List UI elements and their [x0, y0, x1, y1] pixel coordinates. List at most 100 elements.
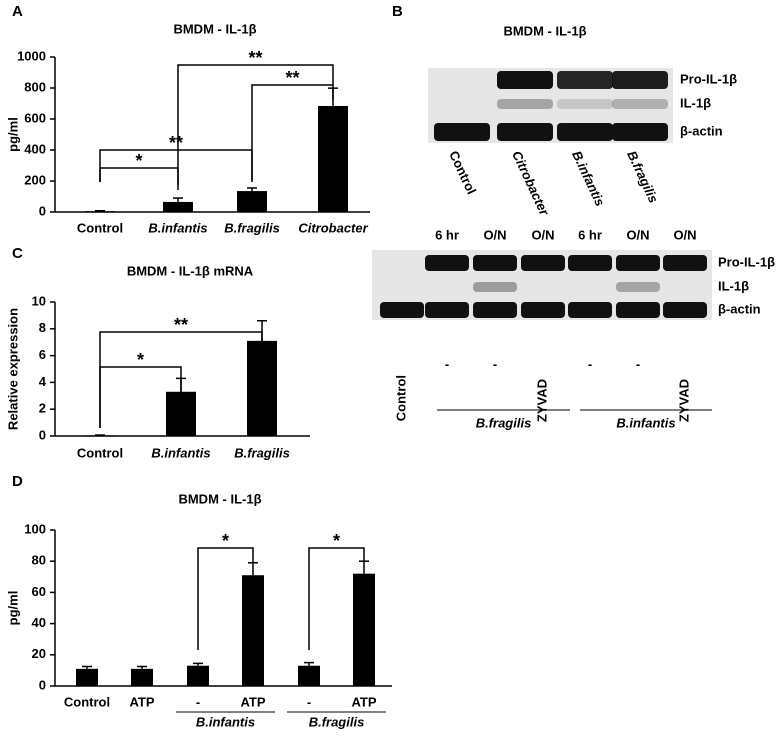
significance-bracket [251, 84, 334, 182]
blot-band [473, 282, 517, 292]
blot-band [663, 255, 707, 271]
treatment-label: - [636, 356, 640, 371]
blot-band [616, 255, 660, 271]
band-label: IL-1β [718, 278, 749, 293]
x-tick-label: Citrobacter [298, 220, 368, 235]
bar [163, 201, 193, 212]
x-tick-label: B.infantis [151, 445, 210, 460]
group-label: B.infantis [196, 714, 255, 729]
y-tick-label: 6 [39, 347, 46, 362]
x-tick-label: - [307, 694, 311, 709]
timepoint-label: O/N [673, 227, 696, 242]
bar [131, 668, 153, 686]
significance-bracket [308, 547, 365, 650]
blot-band [612, 99, 668, 109]
lane-label: Control [446, 148, 479, 196]
group-label: B.fragilis [476, 415, 532, 430]
x-tick-label: ATP [351, 694, 376, 709]
y-tick-label: 8 [39, 320, 46, 335]
timepoint-label: O/N [626, 227, 649, 242]
y-tick-label: 40 [32, 615, 46, 630]
lane-label: Citrobacter [509, 148, 552, 218]
y-tick-label: 60 [32, 584, 46, 599]
x-tick-label: Control [77, 445, 123, 460]
bar [298, 665, 320, 686]
significance-bracket [99, 149, 253, 182]
y-tick-label: 20 [32, 646, 46, 661]
x-tick-label: ATP [240, 694, 265, 709]
blot-band [557, 123, 613, 141]
significance-label: ** [169, 133, 183, 153]
treatment-label: ZYVAD [676, 379, 691, 422]
significance-label: * [222, 531, 229, 551]
timepoint-label: O/N [483, 227, 506, 242]
blot-band [434, 123, 490, 141]
blot-band [473, 302, 517, 318]
lane-label: B.fragilis [624, 148, 661, 205]
group-label: B.fragilis [309, 714, 365, 729]
significance-bracket [177, 64, 334, 185]
blot-band [497, 71, 553, 89]
y-axis-label: Relative expression [5, 308, 20, 430]
panel-label: B [392, 3, 403, 20]
blot-band [612, 71, 668, 89]
significance-label: * [137, 350, 144, 370]
significance-label: ** [285, 68, 299, 88]
y-tick-label: 400 [24, 141, 46, 156]
blot-band [425, 255, 469, 271]
band-label: Pro-IL-1β [680, 71, 737, 86]
y-tick-label: 0 [39, 203, 46, 218]
treatment-label: ZYVAD [534, 379, 549, 422]
y-tick-label: 0 [39, 427, 46, 442]
bar [85, 211, 115, 212]
band-label: Pro-IL-1β [718, 254, 775, 269]
timepoint-label: 6 hr [435, 227, 459, 242]
significance-bracket [99, 167, 179, 190]
bar [166, 391, 196, 436]
panel-label: D [12, 473, 23, 490]
significance-label: * [135, 151, 142, 171]
x-tick-label: Control [64, 694, 110, 709]
y-tick-label: 10 [32, 293, 46, 308]
y-tick-label: 80 [32, 553, 46, 568]
y-tick-label: 0 [39, 677, 46, 692]
blot-band [380, 302, 424, 318]
blot-band [663, 302, 707, 318]
x-tick-label: B.fragilis [224, 220, 280, 235]
y-tick-label: 4 [39, 374, 47, 389]
bar [237, 191, 267, 212]
bar [242, 575, 264, 686]
y-tick-label: 100 [24, 521, 46, 536]
lane-label: B.infantis [569, 148, 608, 208]
bar [247, 340, 277, 436]
panel-label: C [12, 245, 23, 262]
x-tick-label: Control [77, 220, 123, 235]
band-label: β-actin [680, 123, 723, 138]
x-tick-label: - [196, 694, 200, 709]
lane-label: Control [393, 375, 408, 421]
timepoint-label: O/N [531, 227, 554, 242]
y-axis-label: pg/ml [5, 591, 20, 626]
blot-band [557, 71, 613, 89]
treatment-label: - [588, 356, 592, 371]
bar [76, 668, 98, 686]
blot-band [612, 123, 668, 141]
significance-label: ** [174, 315, 188, 335]
y-axis-label: pg/ml [5, 117, 20, 152]
y-tick-label: 800 [24, 79, 46, 94]
blot-band [425, 302, 469, 318]
blot-band [568, 302, 612, 318]
band-label: β-actin [718, 301, 761, 316]
significance-label: ** [248, 48, 262, 68]
bar [187, 665, 209, 686]
blot-band [497, 123, 553, 141]
significance-bracket [197, 547, 254, 650]
chart-title: BMDM - IL-1β [178, 491, 261, 506]
significance-label: * [333, 531, 340, 551]
x-tick-label: B.fragilis [234, 445, 290, 460]
band-label: IL-1β [680, 95, 711, 110]
y-tick-label: 600 [24, 110, 46, 125]
significance-bracket [99, 331, 263, 428]
blot-band [557, 99, 613, 109]
